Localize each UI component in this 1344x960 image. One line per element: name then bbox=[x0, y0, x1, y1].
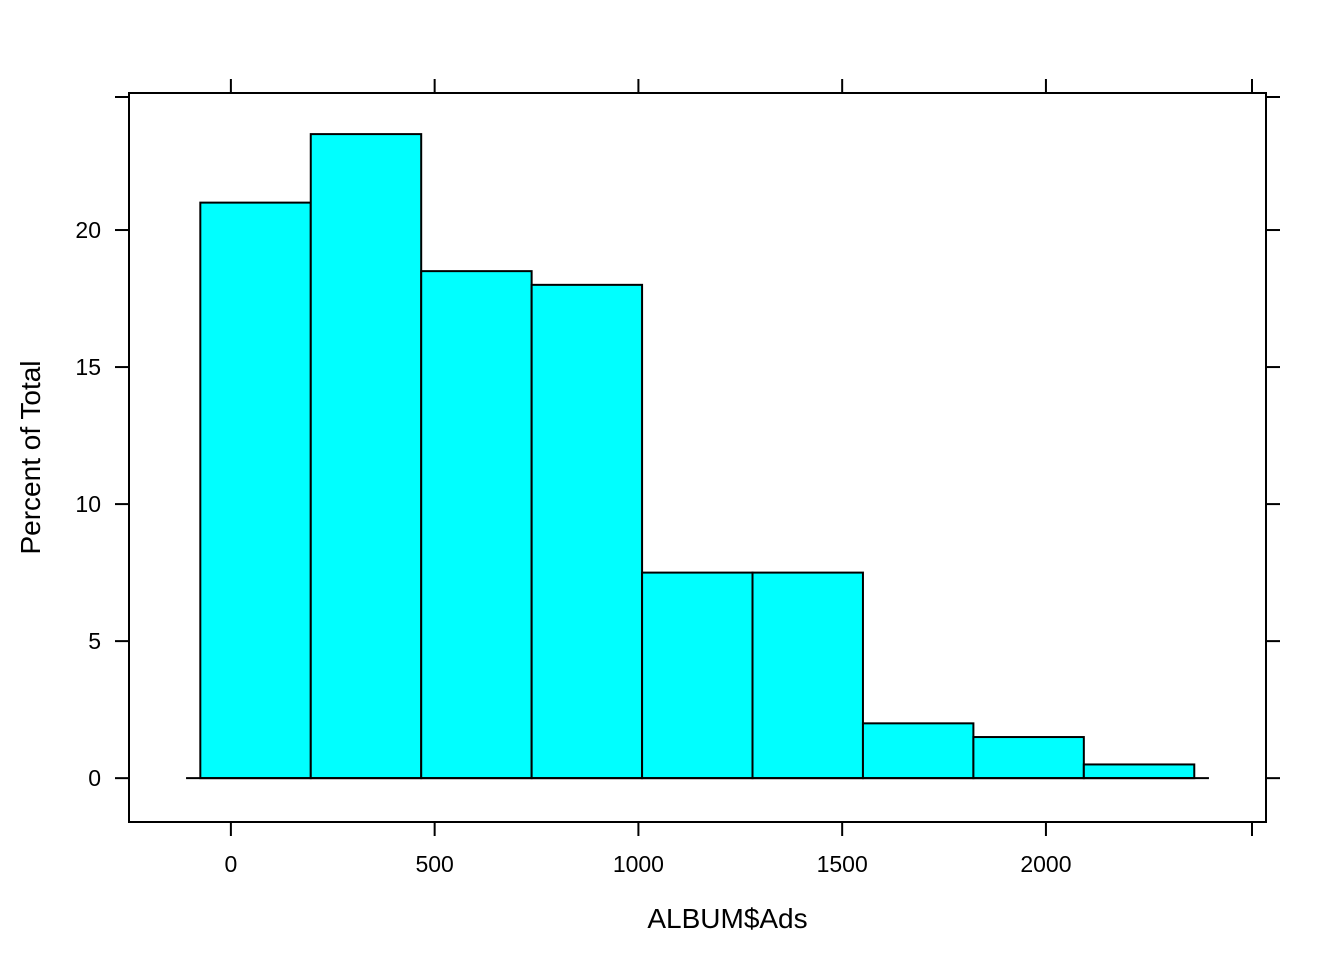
y-tick-label: 10 bbox=[75, 491, 101, 517]
plot-frame bbox=[128, 92, 1267, 823]
bars-layer bbox=[199, 133, 1196, 780]
histogram-bar bbox=[1082, 763, 1196, 780]
y-axis-title: Percent of Total bbox=[15, 360, 46, 554]
y-tick-label: 15 bbox=[75, 354, 101, 380]
x-tick-label: 500 bbox=[415, 851, 453, 877]
y-tick-label: 5 bbox=[88, 628, 101, 654]
histogram-bar bbox=[530, 283, 644, 780]
x-tick-label: 2000 bbox=[1020, 851, 1071, 877]
histogram-bar bbox=[861, 722, 975, 780]
y-tick-label: 20 bbox=[75, 217, 101, 243]
y-tick-label: 0 bbox=[88, 765, 101, 791]
x-tick-label: 1500 bbox=[817, 851, 868, 877]
ticks-layer: 0 500 1000 1500 2000 0 5 10 15 20 bbox=[75, 79, 1280, 877]
histogram-bar bbox=[751, 571, 864, 780]
histogram-bar bbox=[641, 571, 754, 780]
histogram-bar bbox=[199, 201, 312, 780]
x-axis-title: ALBUM$Ads bbox=[647, 903, 807, 934]
x-tick-label: 1000 bbox=[613, 851, 664, 877]
histogram-bar bbox=[972, 736, 1085, 780]
histogram-bar bbox=[420, 270, 533, 780]
x-tick-label: 0 bbox=[224, 851, 237, 877]
histogram-bar bbox=[309, 133, 423, 780]
